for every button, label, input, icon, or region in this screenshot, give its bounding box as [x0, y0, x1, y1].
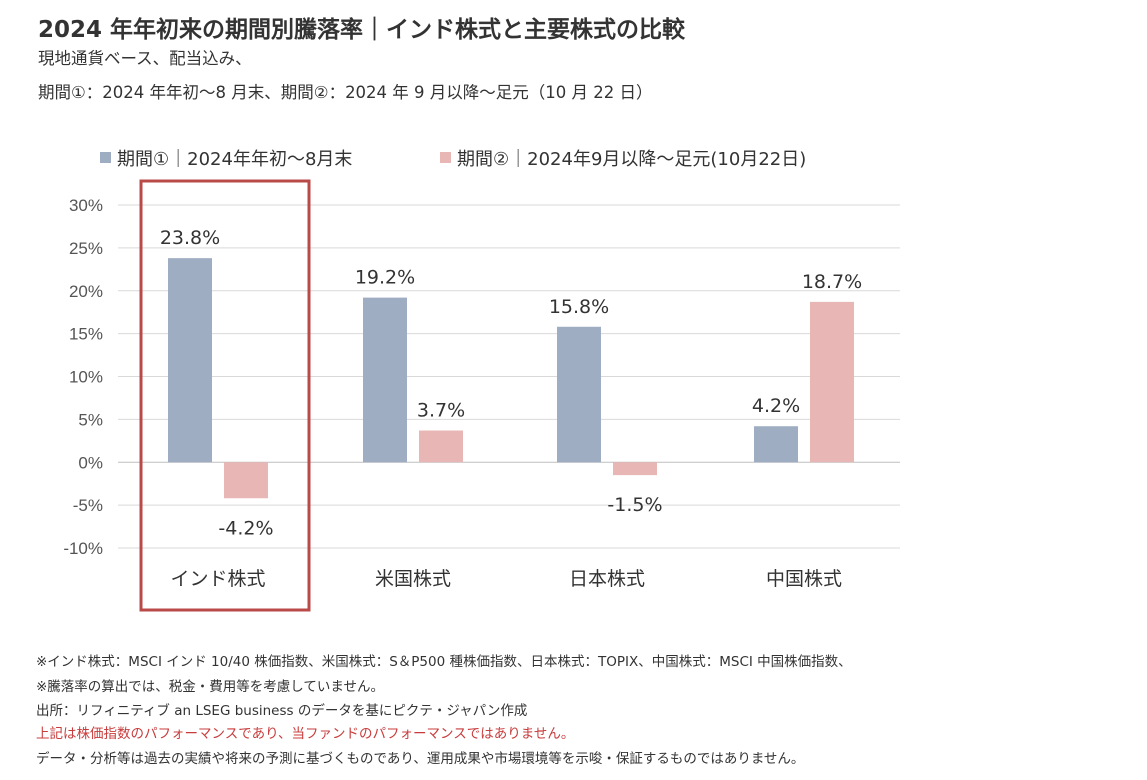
y-tick-label: 0%: [78, 453, 103, 472]
y-tick-label: 5%: [78, 410, 103, 429]
data-label: -1.5%: [607, 494, 662, 516]
bar-chart: 期間①｜2024年年初～8月末 期間②｜2024年9月以降～足元(10月22日) …: [63, 149, 900, 612]
y-tick-label: 20%: [69, 282, 103, 301]
bar-2: [810, 301, 854, 463]
legend-swatch-period1: [100, 152, 111, 163]
chart-subtitle-basis: 現地通貨ベース、配当込み、: [38, 49, 252, 68]
x-category-label: インド株式: [170, 568, 265, 590]
legend-label-period2: 期間②｜2024年9月以降～足元(10月22日): [457, 149, 806, 170]
y-tick-label: 30%: [69, 196, 103, 215]
data-label: 23.8%: [160, 227, 220, 249]
data-labels: 23.8% -4.2% 19.2% 3.7% 15.8% -1.5% 4.2% 18.7%: [160, 227, 862, 539]
data-label: 15.8%: [549, 296, 609, 318]
legend-swatch-period2: [440, 152, 451, 163]
x-category-label: 日本株式: [569, 568, 645, 590]
bar-1: [168, 258, 212, 463]
legend-label-period1: 期間①｜2024年年初～8月末: [117, 149, 352, 170]
highlight-box-india: [139, 179, 311, 612]
x-category-label: 米国株式: [375, 568, 451, 590]
data-label: 3.7%: [417, 400, 465, 422]
x-axis-categories: インド株式 米国株式 日本株式 中国株式: [170, 568, 842, 590]
bar-1: [754, 426, 798, 463]
bar-2: [613, 462, 657, 476]
y-axis: 30% 25% 20% 15% 10% 5% 0% -5% -10%: [63, 196, 103, 558]
chart-bars: [168, 258, 854, 499]
data-label: -4.2%: [218, 517, 273, 539]
y-tick-label: 10%: [69, 368, 103, 387]
chart-subtitle-periods: 期間①：2024 年年初～8 月末、期間②：2024 年 9 月以降～足元（10…: [38, 83, 653, 102]
footnote-disclaimer-red: 上記は株価指数のパフォーマンスであり、当ファンドのパフォーマンスではありません。: [36, 726, 575, 742]
data-label: 4.2%: [752, 395, 800, 417]
bar-1: [363, 297, 407, 463]
footnote-tax: ※騰落率の算出では、税金・費用等を考慮していません。: [36, 679, 385, 695]
bar-2: [419, 430, 463, 463]
footnote-indices: ※インド株式：MSCI インド 10/40 株価指数、米国株式：S＆P500 種…: [36, 654, 852, 670]
data-label: 18.7%: [802, 271, 862, 293]
y-tick-label: 15%: [69, 325, 103, 344]
data-label: 19.2%: [355, 267, 415, 289]
chart-legend: 期間①｜2024年年初～8月末 期間②｜2024年9月以降～足元(10月22日): [100, 149, 806, 170]
y-tick-label: 25%: [69, 239, 103, 258]
footnote-disclaimer: データ・分析等は過去の実績や将来の予測に基づくものであり、運用成果や市場環境等を…: [36, 751, 805, 767]
chart-title: 2024 年年初来の期間別騰落率｜インド株式と主要株式の比較: [38, 17, 686, 43]
y-tick-label: -10%: [63, 539, 103, 558]
y-tick-label: -5%: [73, 496, 103, 515]
x-category-label: 中国株式: [766, 568, 842, 590]
footnote-source: 出所：リフィニティブ an LSEG business のデータを基にピクテ・ジ…: [36, 703, 528, 719]
bar-1: [557, 326, 601, 463]
bar-2: [224, 462, 268, 499]
